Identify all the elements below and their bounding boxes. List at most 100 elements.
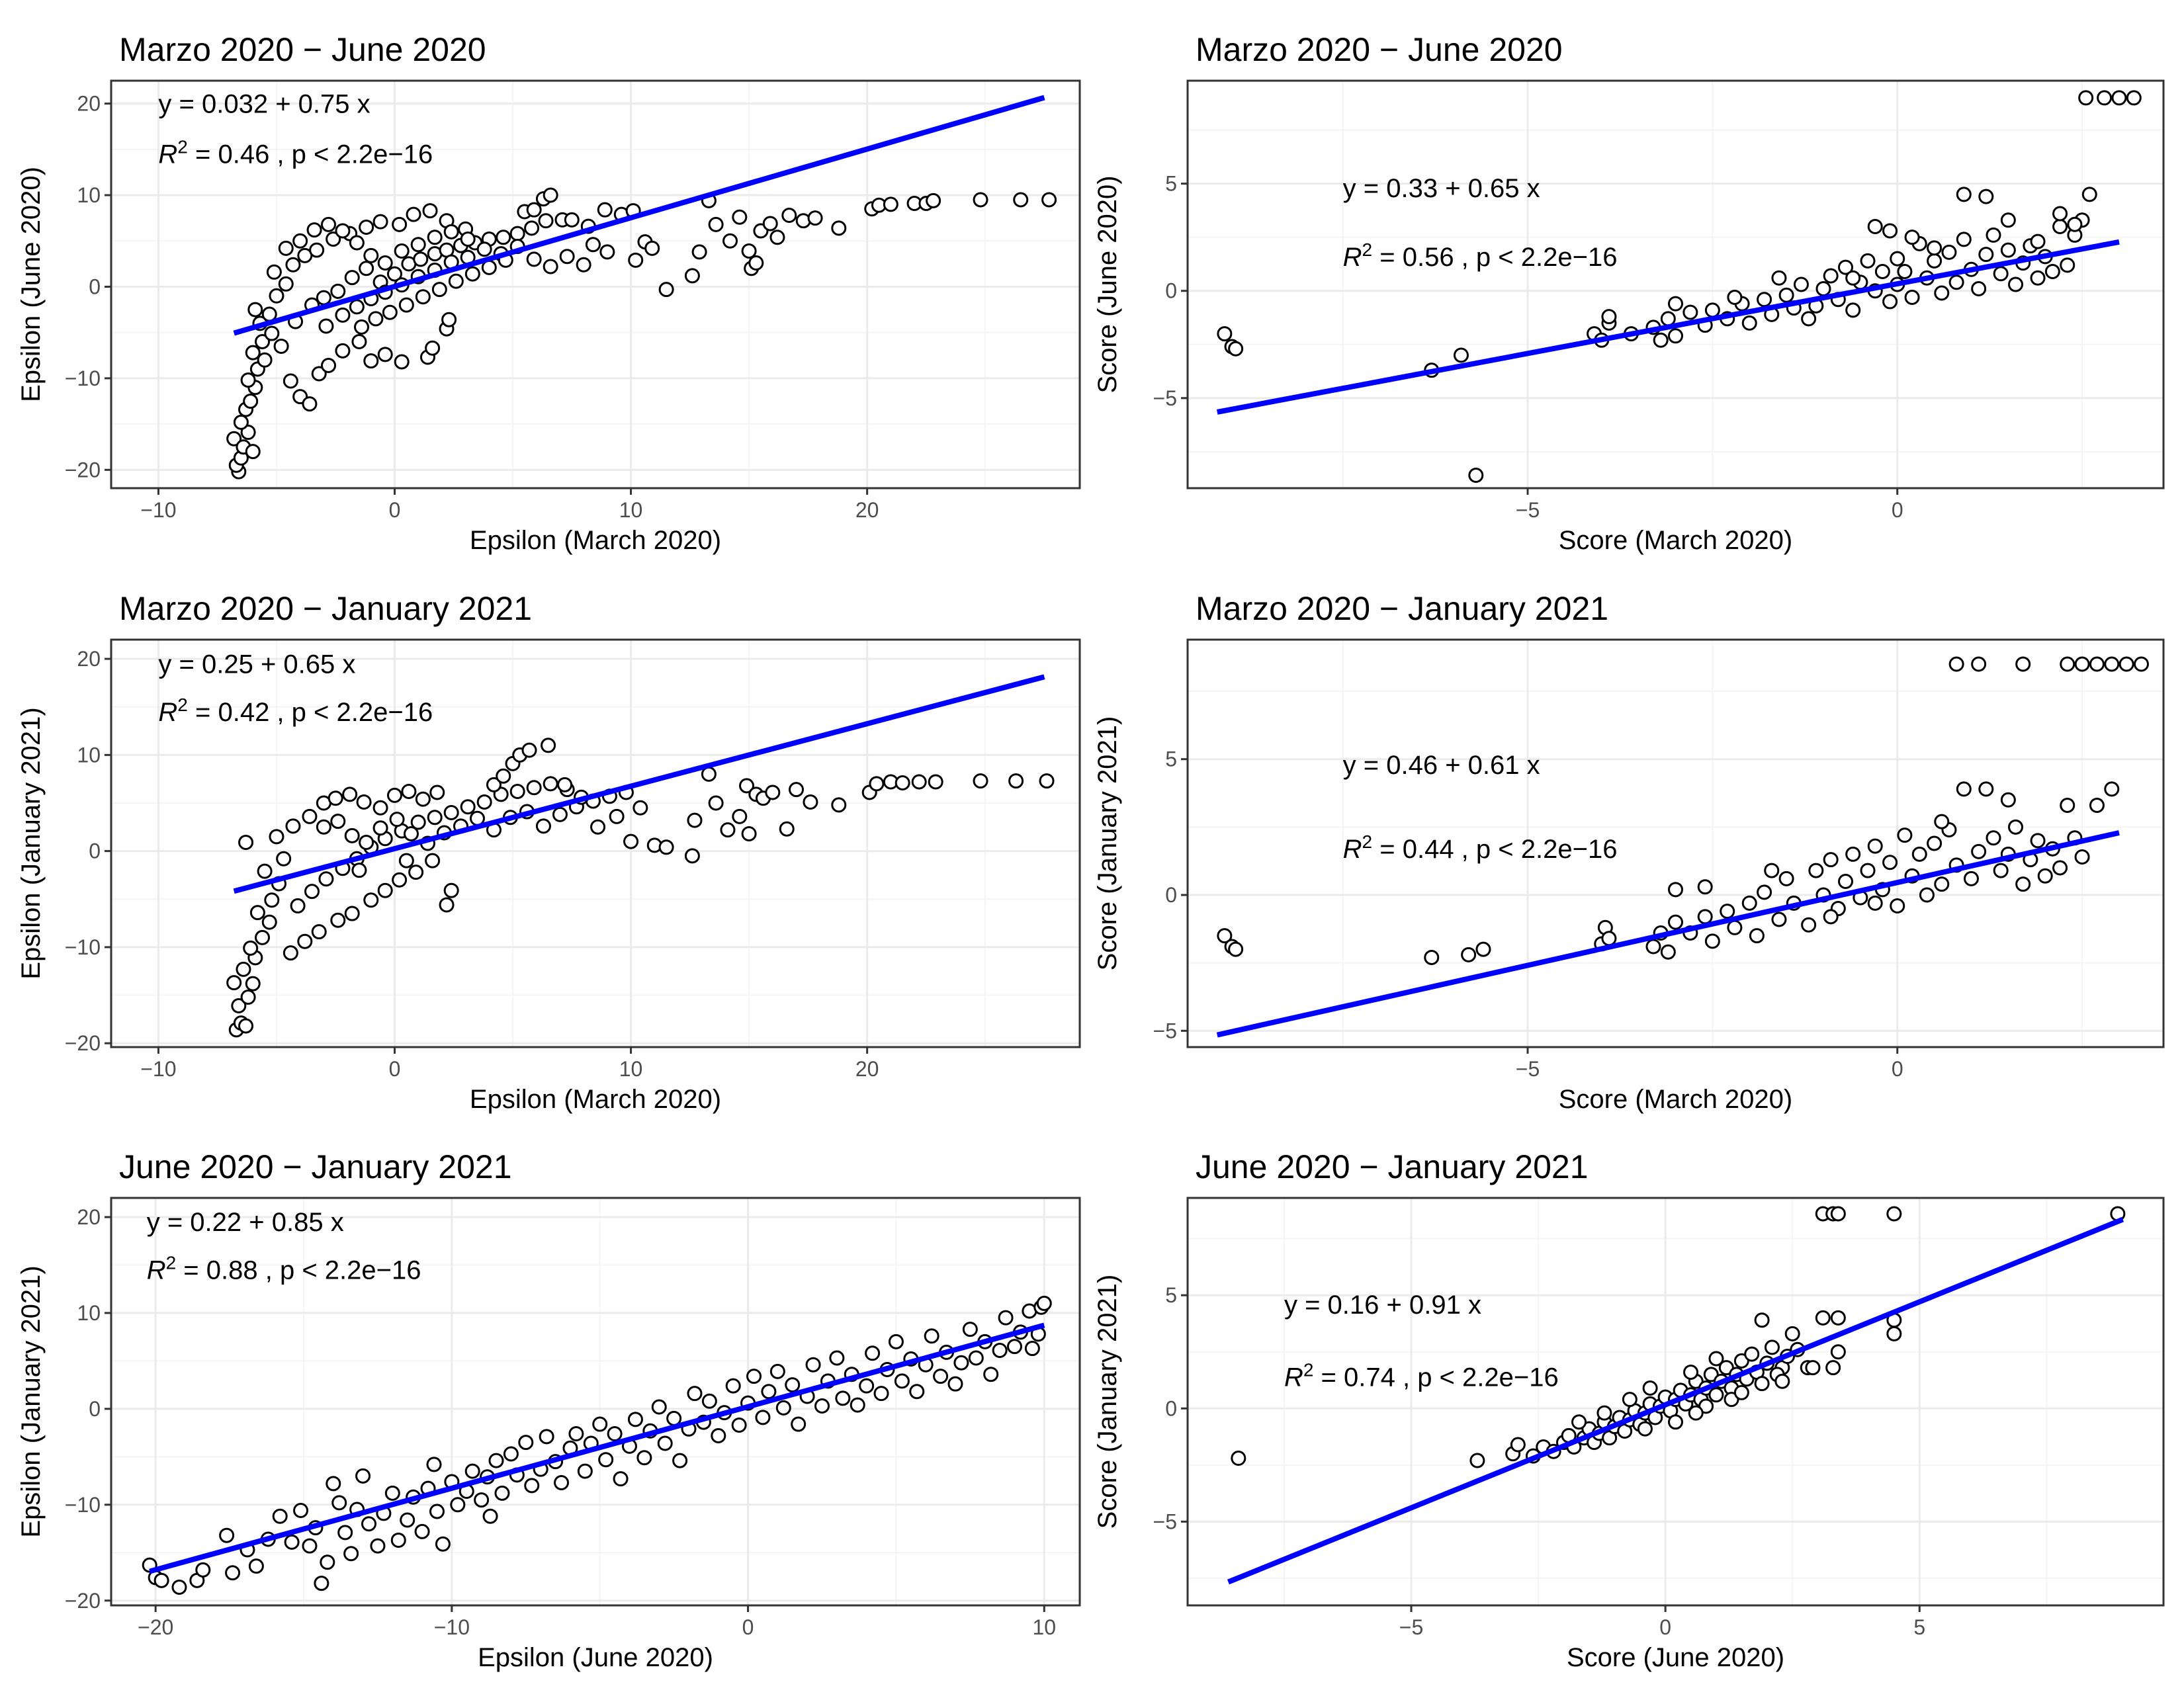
axis-ticks: −5 0 5 −5 0 5 [1153,1283,1926,1639]
y-axis-title: Epsilon (January 2021) [17,1265,46,1537]
data-point [1642,1380,1658,1396]
data-point [1668,296,1683,312]
data-points [1217,656,2149,965]
x-tick-label: 10 [619,498,643,522]
y-tick-label: 0 [1165,279,1177,303]
data-point [509,226,525,241]
data-point [1007,1339,1023,1355]
data-point [425,340,441,356]
data-point [311,924,327,940]
data-point [1757,884,1772,900]
panel-title: Marzo 2020 − June 2020 [119,31,486,68]
data-point [2060,257,2075,273]
data-point [1231,1451,1246,1466]
data-point [285,257,301,273]
data-point [992,1342,1008,1358]
data-point [425,853,441,869]
data-point [1660,311,1676,327]
data-point [2126,90,2142,106]
x-axis-title: Epsilon (March 2020) [470,526,721,555]
data-point [278,276,294,292]
data-point [482,1508,498,1524]
data-point [293,1503,309,1519]
data-point [349,235,365,251]
data-point [195,1562,211,1578]
data-point [1708,1351,1724,1367]
data-point [337,1525,353,1541]
data-point [443,224,459,239]
x-tick-label: 5 [1913,1615,1925,1639]
data-point [330,283,346,299]
data-point [245,345,261,360]
data-point [386,266,402,282]
data-point [1897,264,1913,280]
data-point [264,892,280,908]
data-point [894,1373,910,1389]
data-point [494,1485,510,1501]
data-point [2078,90,2094,106]
data-point [1697,879,1713,895]
data-point [153,1572,169,1588]
r-squared-label: R2 = 0.88 , p < 2.2e−16 [147,1252,421,1285]
x-tick-label: −20 [138,1615,173,1639]
data-point [2067,216,2083,232]
data-points [226,738,1055,1038]
data-point [1823,909,1839,925]
data-point [1986,830,2001,846]
data-point [1784,1326,1800,1341]
data-point [359,219,374,235]
data-point [2060,798,2075,814]
data-point [2060,656,2075,672]
data-point [1774,1373,1790,1389]
data-point [741,243,757,259]
data-point [321,216,337,232]
y-tick-label: 5 [1165,747,1177,771]
data-point [255,334,271,350]
data-point [1008,773,1024,789]
x-tick-label: 20 [855,498,879,522]
data-point [363,247,379,263]
data-point [739,778,755,794]
data-point [701,766,717,782]
data-point [464,1463,480,1479]
axis-ticks: −5 0 −5 0 5 [1153,172,1903,522]
data-point [2008,276,2024,292]
data-point [236,961,251,977]
regression-line [233,95,1045,336]
scatter-panel-5: y = 0.22 + 0.85 x R2 = 0.88 , p < 2.2e−16… [17,1148,1081,1672]
data-point [1845,302,1861,318]
data-point [394,354,410,370]
panel-title: June 2020 − January 2021 [1196,1148,1589,1185]
data-point [1978,189,1994,204]
data-point [633,800,648,816]
data-point [1708,1387,1724,1403]
data-point [2030,270,2046,286]
data-point [245,444,261,460]
data-point [427,230,443,245]
data-point [285,818,301,834]
x-tick-label: −10 [434,1615,470,1639]
data-point [243,393,259,409]
x-axis-title: Epsilon (March 2020) [470,1085,721,1114]
data-point [684,268,700,284]
data-point [1468,468,1484,484]
data-point [1510,1437,1526,1453]
data-point [2000,792,2016,808]
data-point [807,210,823,226]
data-point [623,833,639,849]
data-point [488,1453,504,1468]
data-point [276,851,292,867]
data-point [789,782,805,798]
data-point [1860,863,1876,878]
data-point [1801,311,1817,327]
data-point [269,288,284,304]
data-point [344,827,360,843]
x-tick-label: −10 [140,498,176,522]
r-squared-label: R2 = 0.56 , p < 2.2e−16 [1343,239,1618,272]
data-point [1927,240,1943,256]
data-point [1461,947,1477,962]
data-point [803,794,818,810]
data-point [1948,656,1964,672]
axis-ticks: −5 0 −5 0 5 [1153,747,1903,1081]
data-point [831,797,847,813]
